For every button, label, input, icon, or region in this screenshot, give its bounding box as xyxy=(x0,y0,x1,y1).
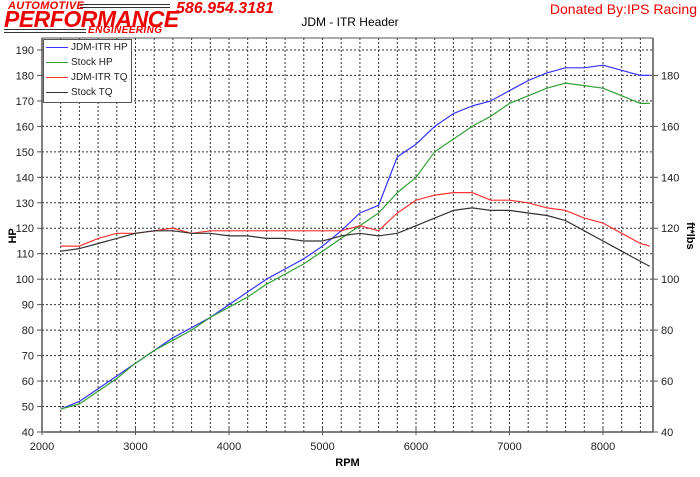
y2-tick-label: 60 xyxy=(661,376,673,388)
series-line-stock-hp xyxy=(60,82,650,410)
x-tick-label: 4000 xyxy=(217,441,241,453)
y-tick-label: 150 xyxy=(16,147,34,159)
y2-tick-label: 40 xyxy=(661,427,673,439)
y-tick-label: 90 xyxy=(22,300,34,312)
y-tick-label: 160 xyxy=(16,121,34,133)
series-line-jdm-itr-tq xyxy=(60,192,650,247)
line-swatch-icon xyxy=(46,62,68,63)
line-swatch-icon xyxy=(46,47,68,48)
y-tick-label: 100 xyxy=(16,274,34,286)
series-line-jdm-itr-hp xyxy=(60,64,650,410)
line-swatch-icon xyxy=(46,92,68,93)
legend: JDM-ITR HP Stock HP JDM-ITR TQ Stock TQ xyxy=(43,39,132,103)
y2-tick-label: 140 xyxy=(661,172,679,184)
y-tick-label: 70 xyxy=(22,351,34,363)
donated-by: Donated By:IPS Racing xyxy=(549,1,697,17)
line-swatch-icon xyxy=(46,77,68,78)
chart-title: JDM - ITR Header xyxy=(301,15,399,29)
x-tick-label: 3000 xyxy=(123,441,147,453)
y-tick-label: 180 xyxy=(16,70,34,82)
y-tick-label: 140 xyxy=(16,172,34,184)
logo-rule xyxy=(80,7,170,8)
series-line-stock-tq xyxy=(60,207,651,267)
y-tick-label: 110 xyxy=(16,249,34,261)
y-axis-label: HP xyxy=(7,228,19,243)
y-tick-label: 50 xyxy=(22,402,34,414)
legend-item-jdm-tq: JDM-ITR TQ xyxy=(44,70,131,85)
y-tick-label: 130 xyxy=(16,198,34,210)
y2-tick-label: 100 xyxy=(661,274,679,286)
logo-engineering: ENGINEERING xyxy=(88,25,163,36)
x-tick-label: 2000 xyxy=(30,441,54,453)
legend-item-stock-hp: Stock HP xyxy=(44,55,131,70)
phone-number: 586.954.3181 xyxy=(176,0,274,17)
y2-axis-label: ft*lbs xyxy=(684,222,696,250)
y-tick-label: 40 xyxy=(22,427,34,439)
logo-automotive: AUTOMOTIVE xyxy=(8,0,85,12)
y2-tick-label: 180 xyxy=(661,70,679,82)
legend-item-jdm-hp: JDM-ITR HP xyxy=(44,40,131,55)
logo-rule xyxy=(4,32,86,33)
y2-tick-label: 160 xyxy=(661,121,679,133)
x-tick-label: 8000 xyxy=(591,441,615,453)
logo: AUTOMOTIVE PERFORMANCE ENGINEERING xyxy=(2,0,179,36)
x-tick-label: 7000 xyxy=(497,441,521,453)
y2-tick-label: 80 xyxy=(661,325,673,337)
y-tick-label: 80 xyxy=(22,325,34,337)
x-tick-label: 6000 xyxy=(404,441,428,453)
y2-tick-label: 120 xyxy=(661,223,679,235)
logo-rule xyxy=(4,29,86,30)
x-tick-label: 5000 xyxy=(310,441,334,453)
y-tick-label: 170 xyxy=(16,96,34,108)
x-axis-label: RPM xyxy=(335,457,359,469)
logo-performance: PERFORMANCE xyxy=(4,6,179,32)
logo-rule xyxy=(80,4,170,5)
legend-item-stock-tq: Stock TQ xyxy=(44,85,131,100)
y-tick-label: 60 xyxy=(22,376,34,388)
y-tick-label: 190 xyxy=(16,45,34,57)
y-tick-label: 120 xyxy=(16,223,34,235)
